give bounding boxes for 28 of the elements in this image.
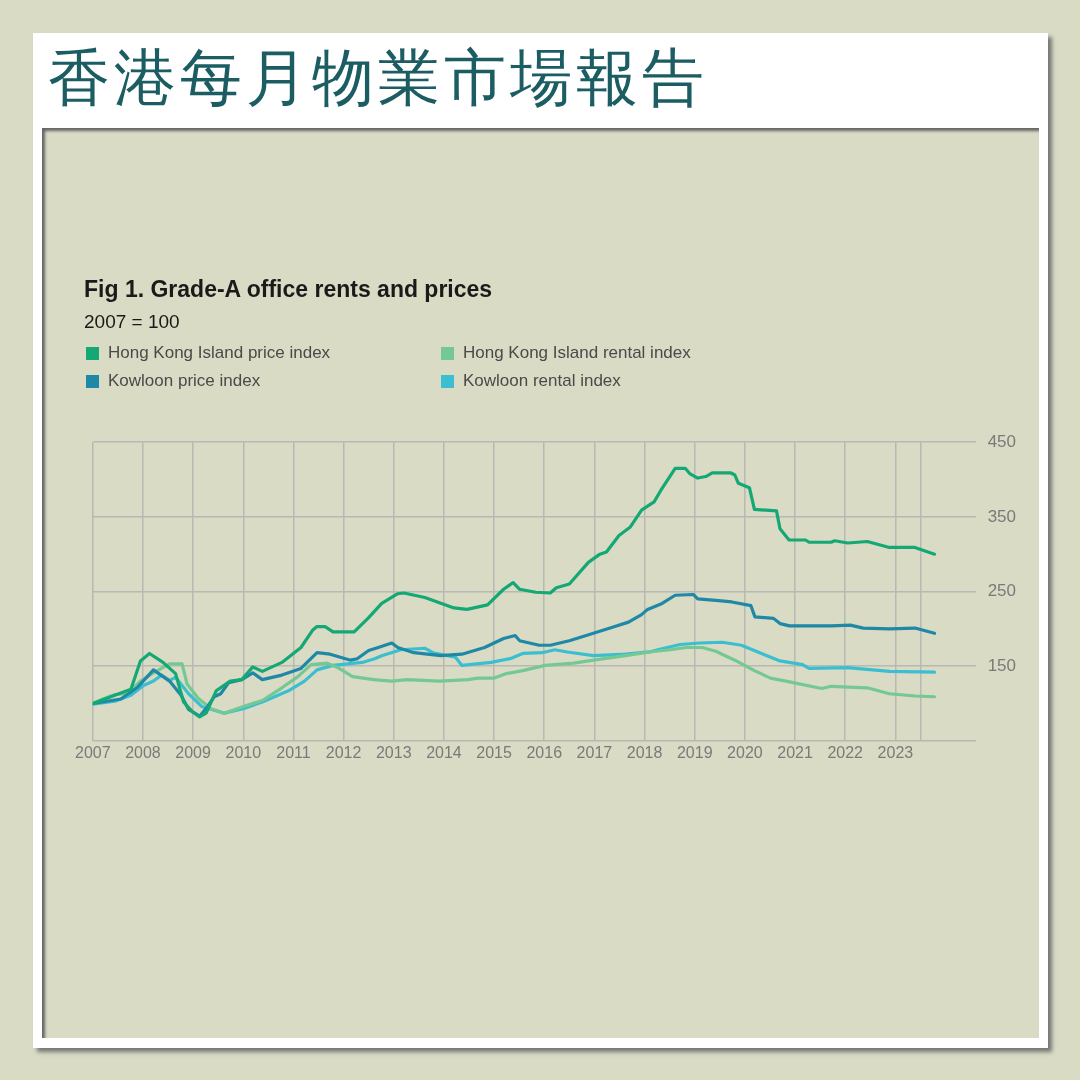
legend-label: Kowloon price index xyxy=(108,371,261,391)
x-tick-label: 2010 xyxy=(225,743,262,761)
x-tick-label: 2016 xyxy=(526,743,563,761)
x-tick-label: 2013 xyxy=(375,743,412,761)
chart-subtitle: Fig 1. Grade-A office rents and prices xyxy=(84,276,494,303)
x-tick-label: 2014 xyxy=(426,743,462,761)
legend-label: Hong Kong Island price index xyxy=(108,343,331,363)
legend-label: Kowloon rental index xyxy=(463,371,621,391)
y-tick-label: 350 xyxy=(987,506,1017,526)
x-tick-label: 2015 xyxy=(476,743,512,761)
x-tick-label: 2007 xyxy=(75,743,111,761)
x-tick-label: 2018 xyxy=(626,743,663,761)
y-tick-label: 150 xyxy=(987,655,1017,675)
legend-label: Hong Kong Island rental index xyxy=(463,343,691,363)
x-tick-label: 2022 xyxy=(827,743,864,761)
x-tick-label: 2021 xyxy=(777,743,813,761)
x-tick-label: 2023 xyxy=(877,743,914,761)
x-tick-label: 2020 xyxy=(727,743,763,761)
x-tick-label: 2011 xyxy=(276,743,311,761)
x-tick-label: 2017 xyxy=(576,743,613,761)
y-tick-label: 250 xyxy=(987,581,1017,601)
x-tick-label: 2012 xyxy=(325,743,362,761)
text: 2007 = 100 xyxy=(84,311,181,333)
x-tick-label: 2008 xyxy=(125,743,161,761)
x-tick-label: 2019 xyxy=(676,743,713,761)
chart-title: 香港每月物業市場報告 xyxy=(48,40,708,116)
x-tick-label: 2009 xyxy=(175,743,212,761)
y-tick-label: 450 xyxy=(987,431,1017,451)
